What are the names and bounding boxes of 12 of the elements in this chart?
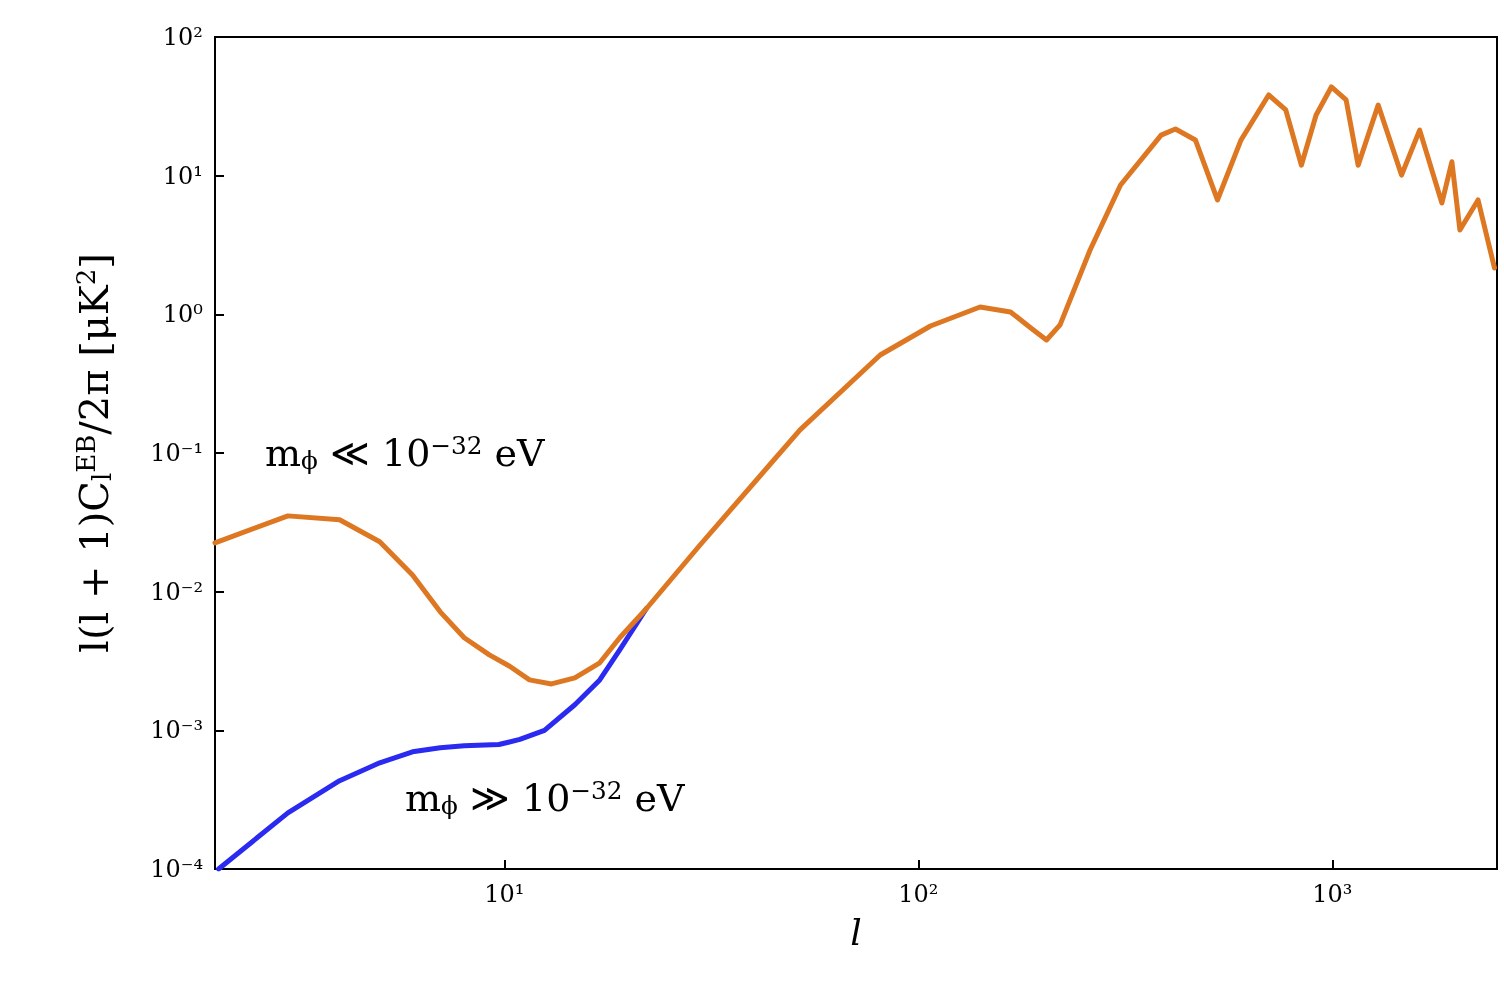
y-tick-label: 10⁰: [162, 300, 203, 329]
y-tick-label: 10⁻⁴: [150, 855, 203, 883]
x-tick-label: 10¹: [484, 879, 525, 908]
x-axis-title: l: [850, 912, 862, 954]
x-tick-label: 10²: [898, 879, 939, 908]
y-tick-label: 10²: [162, 23, 203, 51]
y-tick-label: 10⁻³: [150, 716, 203, 745]
y-axis-title: l(l + 1)ClEB/2π [μK2]: [71, 253, 117, 653]
y-tick-label: 10⁻²: [150, 577, 203, 606]
y-tick-label: 10¹: [162, 161, 203, 190]
y-tick-label: 10⁻¹: [150, 439, 203, 467]
x-tick-label: 10³: [1312, 879, 1353, 908]
